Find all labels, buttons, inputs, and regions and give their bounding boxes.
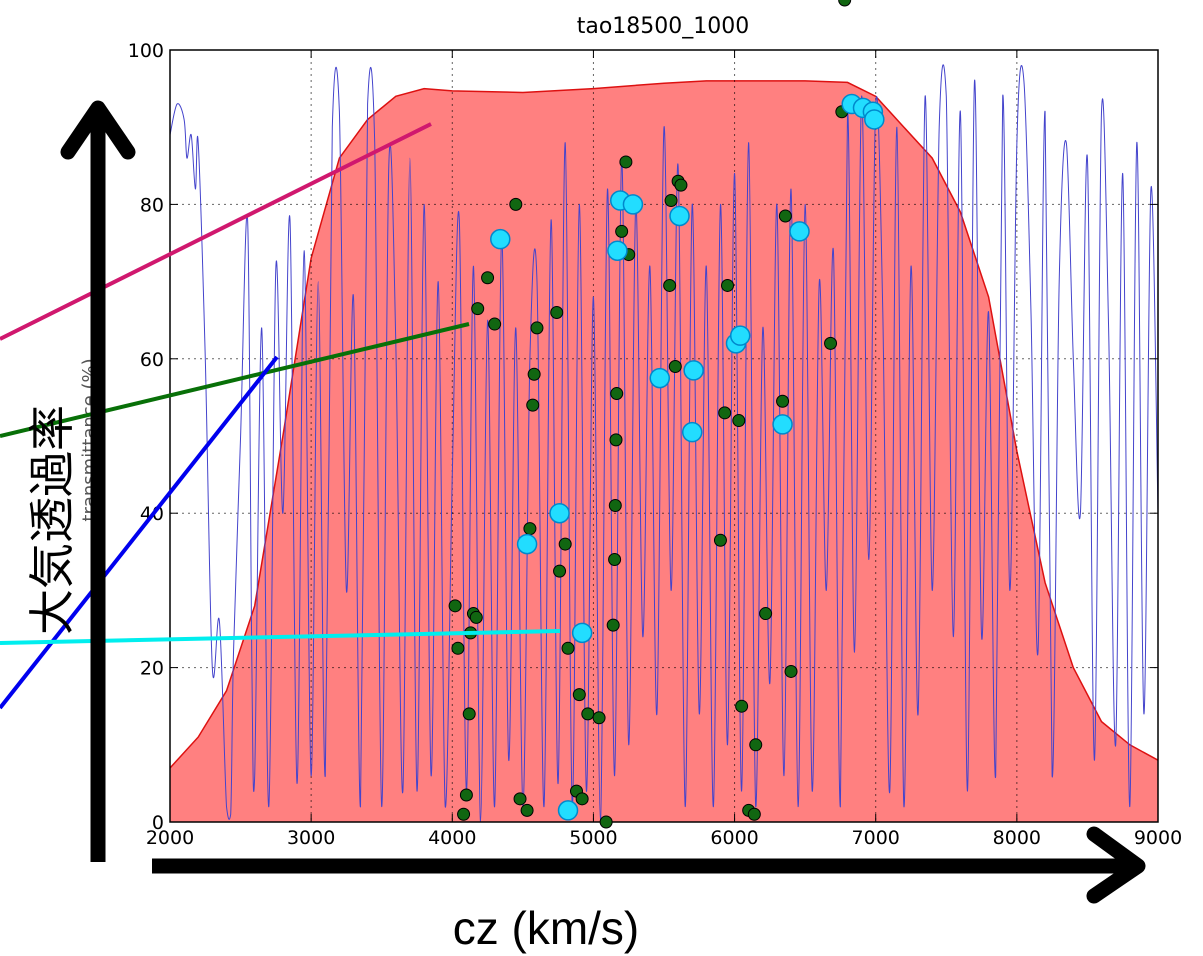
green-point [575,792,589,806]
green-point [668,360,682,374]
green-point [572,688,586,702]
green-point [488,317,502,331]
green-point [663,278,677,292]
green-point [457,807,471,821]
green-point [749,738,763,752]
green-point [674,178,688,192]
green-point [721,278,735,292]
green-point [608,498,622,512]
cyan-point [571,622,593,644]
green-point [520,803,534,817]
green-point [469,610,483,624]
cyan-point [864,109,885,130]
green-point [530,321,544,335]
green-point [448,599,462,613]
green-point [776,394,790,408]
chart-title: tao18500_1000 [577,14,750,39]
green-point [718,406,732,420]
green-point [581,707,595,721]
green-point [619,155,633,169]
cyan-point [729,325,751,346]
atmosphere-line [169,64,1159,823]
y-axis-overlay-label: 大気透過率 [25,405,79,635]
annotation-line-magenta [0,122,432,341]
green-point [735,699,749,713]
y-tick-label: 80 [140,194,164,216]
green-point [481,271,495,285]
green-point [513,792,527,806]
green-point [592,711,606,725]
plot-frame [169,49,1159,823]
green-point [550,305,564,319]
annotation-line-blue [0,355,279,710]
green-point [838,0,852,7]
cyan-point [649,367,671,389]
x-tick-label: 4000 [428,827,476,849]
green-point [451,641,465,655]
overlay-arrows [60,100,1146,904]
green-point [664,194,678,208]
cyan-point [490,228,511,250]
x-tick-label: 7000 [852,827,900,849]
cyan-point [681,421,703,443]
x-tick-label: 5000 [569,827,617,849]
green-point [824,336,838,350]
green-point [778,209,792,223]
x-tick-label: 6000 [710,827,758,849]
green-point [509,197,523,211]
y-tick-label: 0 [152,812,164,834]
cyan-point [549,502,570,524]
green-point [558,537,572,551]
x-tick-label: 9000 [1134,827,1182,849]
green-point [732,414,746,428]
green-point [599,815,613,829]
x-axis-label: cz (km/s) [453,902,640,954]
green-point [459,788,473,802]
green-point [462,707,476,721]
plot-area: 2000300040005000600070008000900002040608… [128,0,1182,849]
green-point [553,564,567,578]
vertical-arrow-head [60,100,136,160]
green-point [561,641,575,655]
cyan-point [516,533,538,555]
y-tick-label: 100 [128,40,164,62]
green-point [747,807,761,821]
cyan-point [607,240,628,261]
cyan-point [669,205,690,227]
x-tick-label: 8000 [993,827,1041,849]
green-point [784,664,798,678]
green-point [609,433,623,447]
green-point [615,224,629,238]
x-tick-label: 2000 [146,827,194,849]
green-point [526,398,540,412]
green-point [606,618,620,632]
y-tick-label: 20 [140,658,164,680]
green-point [523,522,537,536]
x-tick-label: 3000 [287,827,335,849]
green-point [471,302,485,316]
cyan-point [789,221,810,242]
cyan-point [683,360,704,381]
y-tick-label: 60 [140,349,164,371]
filter-edge-line [169,80,1159,769]
green-point [610,387,624,401]
green-point [608,553,622,567]
green-point [527,367,541,381]
horizontal-arrow-head [1086,826,1146,904]
cyan-point [772,414,793,435]
green-point [713,533,727,547]
cyan-point [622,194,644,215]
cyan-point [557,800,579,821]
annotation-line-green [0,322,470,438]
green-point [759,607,773,621]
